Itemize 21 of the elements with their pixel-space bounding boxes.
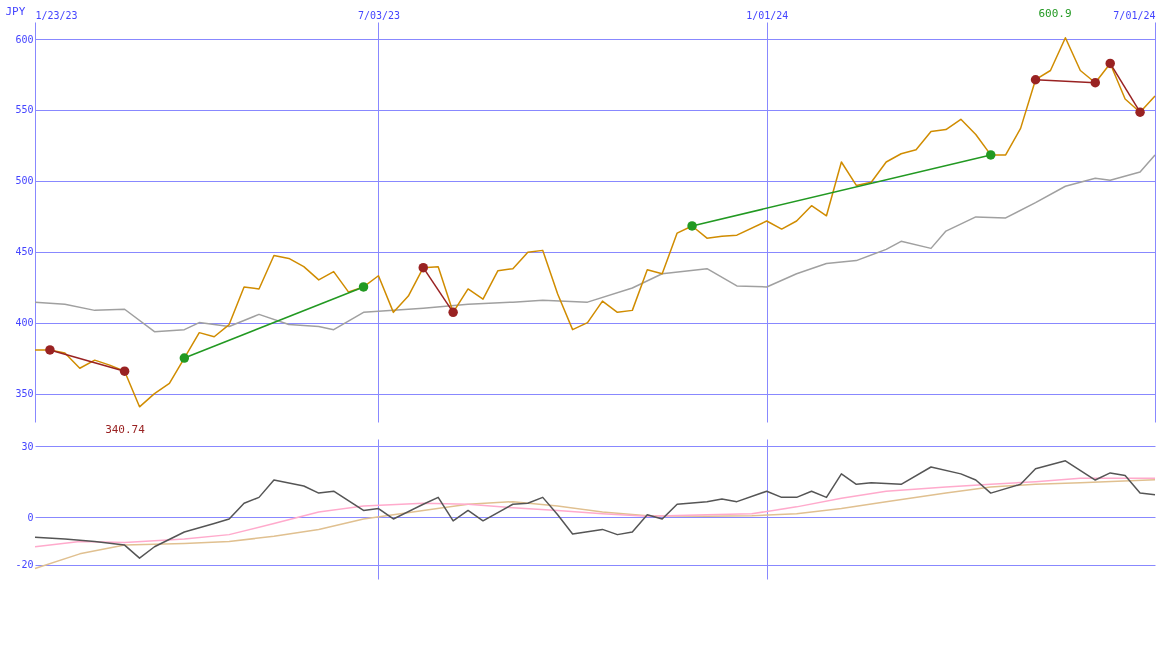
y-tick-label: 0 (27, 511, 34, 523)
y-tick-label: 30 (21, 440, 34, 452)
x-tick-label: 1/01/24 (746, 9, 789, 21)
y-tick-label: 400 (15, 317, 34, 329)
x-tick-label: 1/23/23 (35, 9, 78, 21)
y-tick-label: 600 (15, 33, 34, 45)
y-axis-title: JPY (5, 4, 26, 18)
y-tick-label: 500 (15, 175, 34, 187)
y-tick-label: -20 (15, 559, 34, 571)
text: 600.9 (1038, 7, 1072, 20)
line-series (34, 460, 1156, 559)
y-tick-label: 350 (15, 388, 34, 400)
line-series (34, 154, 1156, 333)
line-series (34, 36, 1156, 408)
line-series (34, 479, 1156, 570)
y-tick-label: 550 (15, 104, 34, 116)
text: 340.74 (105, 423, 146, 436)
x-tick-label: 7/03/23 (357, 9, 401, 21)
x-tick-label: 7/01/24 (1113, 9, 1156, 21)
y-tick-label: 450 (15, 246, 34, 258)
line-series (34, 477, 1156, 548)
